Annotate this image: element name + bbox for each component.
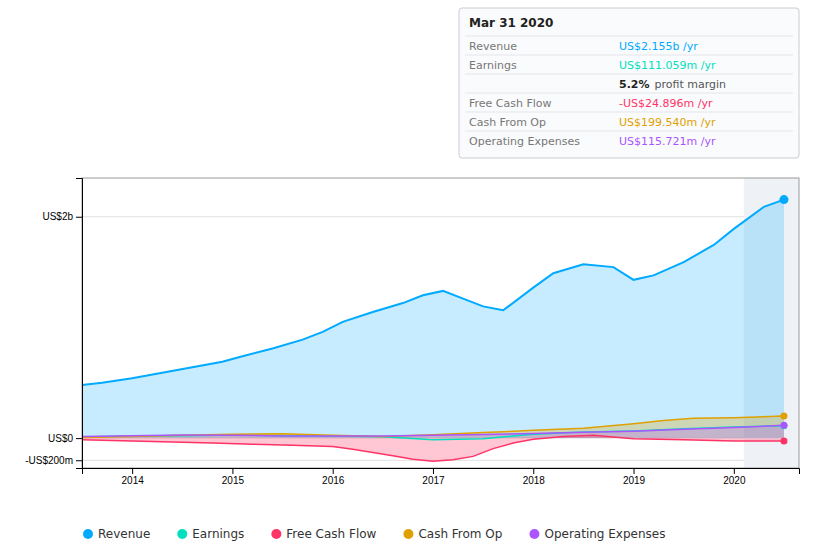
x-tick: 2016 [322,468,345,486]
plot-area: 2014 2015 2016 2017 2018 2019 2020 -US$200m US$0… [25,178,799,486]
tooltip-separator [465,55,793,56]
tooltip-value: US$199.540m /yr [619,116,716,129]
y-tick-label: -US$200m [25,455,73,466]
x-tick-mark [634,468,635,474]
legend-swatch [271,529,281,539]
series-line [82,416,784,438]
end-dot [780,412,787,419]
legend-swatch [177,529,187,539]
x-tick-mark [132,468,133,474]
y-tick-mark [76,217,82,218]
tooltip-label: Cash From Op [469,116,546,129]
x-tick-mark [533,468,534,474]
legend-item: Revenue [83,527,150,541]
y-axis: -US$200m US$0 US$2b [25,179,82,469]
chart-container: 2014 2015 2016 2017 2018 2019 2020 -US$200m US$0… [0,0,821,560]
legend-item: Cash From Op [403,527,502,541]
y-tick-mark [76,460,82,461]
y-tick-label: US$0 [48,433,73,444]
x-tick-label: 2018 [523,475,546,486]
chart-svg: 2014 2015 2016 2017 2018 2019 2020 -US$200m US$0… [0,0,821,560]
series-line [82,435,784,461]
tooltip-separator [465,93,793,94]
series-line [82,426,784,440]
x-tick-label: 2014 [122,475,145,486]
legend-item: Operating Expenses [529,527,665,541]
y-axis-line [76,179,83,469]
x-tick: 2019 [623,468,646,486]
y-tick-mark [76,438,82,439]
tooltip-value: 5.2% [619,78,650,91]
legend-swatch [529,529,539,539]
legend: Revenue Earnings Free Cash Flow Cash From O… [83,527,665,541]
tooltip-label: Free Cash Flow [469,97,552,110]
x-axis: 2014 2015 2016 2017 2018 2019 2020 [83,468,800,486]
tooltip-box [459,8,799,158]
tooltip-note: profit margin [655,78,727,91]
tooltip-separator [465,36,793,37]
y-tick: US$0 [48,433,82,444]
x-tick-label: 2016 [322,475,345,486]
tooltip-label: Earnings [469,59,517,72]
x-tick-mark [232,468,233,474]
x-tick-label: 2015 [222,475,245,486]
legend-label: Operating Expenses [544,527,665,541]
legend-item: Earnings [177,527,244,541]
x-tick-label: 2019 [623,475,646,486]
end-dot [780,422,787,429]
x-tick-mark [333,468,334,474]
legend-label: Revenue [98,527,150,541]
end-dot [780,422,787,429]
x-tick-mark [433,468,434,474]
x-tick: 2014 [122,468,145,486]
x-tick-label: 2017 [422,475,445,486]
x-tick: 2017 [422,468,445,486]
y-tick: -US$200m [25,455,82,466]
legend-label: Cash From Op [418,527,502,541]
series-area [82,416,784,438]
legend-swatch [83,529,93,539]
plot-frame [82,178,799,468]
x-tick: 2020 [723,468,746,486]
legend-swatch [403,529,413,539]
series-area [82,200,784,439]
legend-item: Free Cash Flow [271,527,376,541]
grid-line [82,216,799,217]
x-axis-line [83,469,800,475]
x-tick-label: 2020 [723,475,746,486]
tooltip-separator [465,131,793,132]
tooltip-value: US$115.721m /yr [619,135,716,148]
tooltip-separator [465,112,793,113]
series-line [82,200,784,385]
series-line [82,425,784,436]
tooltip-title: Mar 31 2020 [469,16,553,30]
tooltip-value: US$111.059m /yr [619,59,716,72]
tooltip-value: -US$24.896m /yr [619,97,713,110]
y-tick-label: US$2b [42,211,73,222]
data-layer [82,178,799,468]
x-tick-mark [734,468,735,474]
tooltip-label: Operating Expenses [469,135,580,148]
end-dot [780,437,787,444]
tooltip-value: US$2.155b /yr [619,40,698,53]
x-tick: 2015 [222,468,245,486]
tooltip: Mar 31 2020 Revenue US$2.155b /yr Earnings U… [459,8,799,158]
tooltip-separator [465,74,793,75]
y-tick: US$2b [42,211,82,222]
legend-label: Free Cash Flow [286,527,376,541]
tooltip-label: Revenue [469,40,517,53]
end-dot [779,195,788,204]
legend-label: Earnings [192,527,244,541]
x-tick: 2018 [523,468,546,486]
